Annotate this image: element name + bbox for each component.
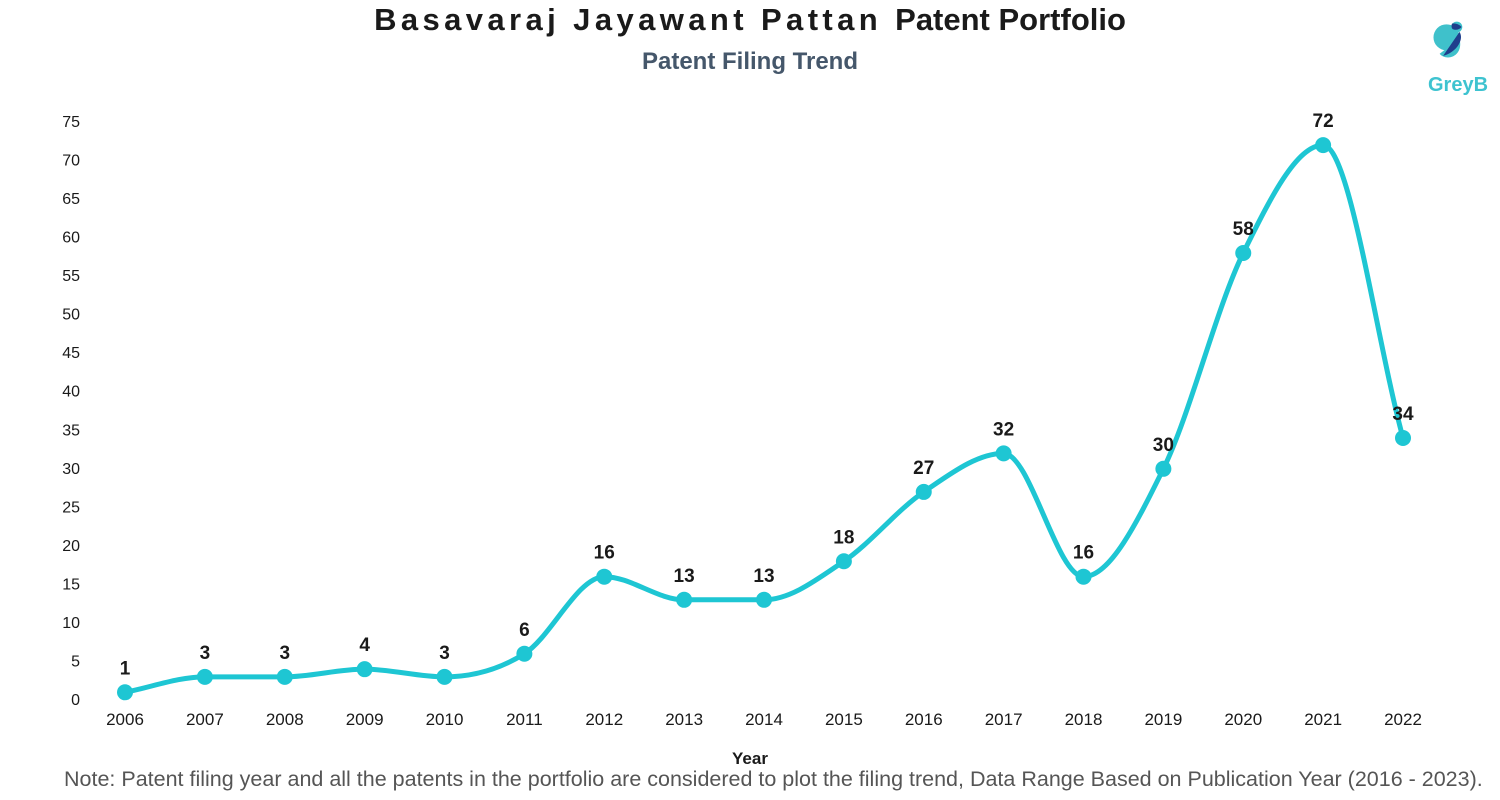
- svg-text:2020: 2020: [1224, 710, 1262, 729]
- svg-text:13: 13: [753, 566, 774, 587]
- svg-text:2009: 2009: [346, 710, 384, 729]
- svg-text:25: 25: [62, 499, 80, 516]
- svg-text:2016: 2016: [905, 710, 943, 729]
- svg-text:2006: 2006: [106, 710, 144, 729]
- svg-text:2008: 2008: [266, 710, 304, 729]
- svg-text:32: 32: [993, 419, 1014, 440]
- svg-text:2007: 2007: [186, 710, 224, 729]
- svg-text:2021: 2021: [1304, 710, 1342, 729]
- svg-text:72: 72: [1313, 111, 1334, 132]
- svg-text:45: 45: [62, 345, 80, 362]
- svg-text:0: 0: [71, 692, 80, 709]
- svg-text:4: 4: [359, 635, 370, 656]
- svg-text:2019: 2019: [1144, 710, 1182, 729]
- svg-text:2022: 2022: [1384, 710, 1422, 729]
- svg-text:3: 3: [439, 643, 450, 664]
- svg-text:65: 65: [62, 191, 80, 208]
- svg-text:20: 20: [62, 538, 80, 555]
- svg-text:1: 1: [120, 658, 131, 679]
- svg-text:30: 30: [62, 461, 80, 478]
- svg-text:13: 13: [674, 566, 695, 587]
- svg-text:6: 6: [519, 620, 530, 641]
- svg-text:3: 3: [200, 643, 211, 664]
- svg-text:34: 34: [1392, 404, 1414, 425]
- svg-text:35: 35: [62, 422, 80, 439]
- svg-text:16: 16: [1073, 543, 1094, 564]
- svg-text:2012: 2012: [585, 710, 623, 729]
- svg-text:2010: 2010: [426, 710, 464, 729]
- svg-text:10: 10: [62, 615, 80, 632]
- svg-text:27: 27: [913, 458, 934, 479]
- svg-text:3: 3: [279, 643, 290, 664]
- svg-text:5: 5: [71, 653, 80, 670]
- svg-text:2013: 2013: [665, 710, 703, 729]
- svg-text:55: 55: [62, 268, 80, 285]
- svg-text:60: 60: [62, 230, 80, 247]
- svg-text:18: 18: [833, 527, 854, 548]
- svg-text:58: 58: [1233, 219, 1254, 240]
- svg-text:2014: 2014: [745, 710, 783, 729]
- svg-text:50: 50: [62, 307, 80, 324]
- svg-text:15: 15: [62, 576, 80, 593]
- svg-text:40: 40: [62, 384, 80, 401]
- svg-text:75: 75: [62, 114, 80, 131]
- svg-text:2015: 2015: [825, 710, 863, 729]
- svg-text:70: 70: [62, 153, 80, 170]
- svg-text:2011: 2011: [506, 710, 543, 729]
- svg-text:30: 30: [1153, 435, 1174, 456]
- svg-text:16: 16: [594, 543, 615, 564]
- svg-text:2017: 2017: [985, 710, 1023, 729]
- svg-text:2018: 2018: [1065, 710, 1103, 729]
